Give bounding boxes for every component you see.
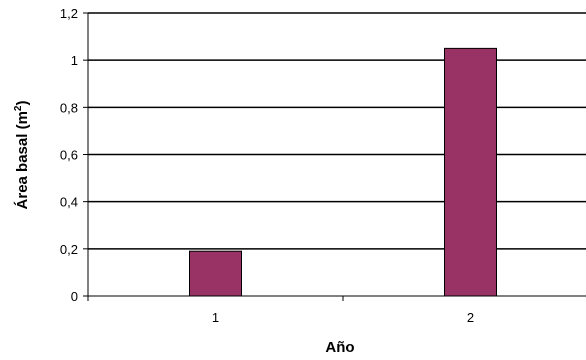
y-tick-label: 0 xyxy=(71,289,78,304)
y-tick-label: 1 xyxy=(71,53,78,68)
y-axis-title-suffix: ) xyxy=(14,101,31,106)
x-tick-label: 2 xyxy=(467,310,474,325)
y-tick-label: 0,2 xyxy=(60,242,78,257)
y-tick-label: 0,8 xyxy=(60,100,78,115)
y-tick-label: 0,4 xyxy=(60,195,78,210)
y-axis-title-superscript: 2 xyxy=(13,105,24,111)
bar-2 xyxy=(444,47,497,297)
x-axis-title: Año xyxy=(325,339,354,356)
bars xyxy=(189,47,497,297)
gridlines xyxy=(88,12,586,250)
y-tick-label: 0,6 xyxy=(60,148,78,163)
y-tick-label: 1,2 xyxy=(60,6,78,21)
y-axis-ticks: 0 0,2 0,4 0,6 0,8 1 1,2 xyxy=(60,6,88,304)
bar-1 xyxy=(189,250,242,297)
y-axis-title: Área basal (m2) xyxy=(13,101,31,210)
x-tick-label: 1 xyxy=(212,310,219,325)
y-axis-title-main: Área basal (m xyxy=(14,111,31,209)
